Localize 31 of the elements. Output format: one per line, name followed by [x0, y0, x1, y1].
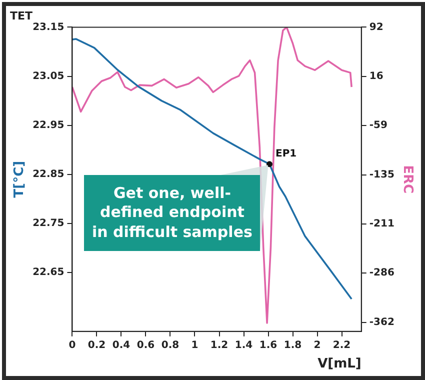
x-tick-label: 1: [191, 340, 198, 351]
x-tick-label: 0.4: [112, 340, 130, 351]
x-tick-label: 1.4: [234, 340, 253, 351]
x-tick-label: 2.2: [332, 340, 351, 351]
y-tick-label: 22.65: [32, 267, 64, 278]
y2-tick-label: -59: [369, 120, 388, 131]
y-tick-label: 23.05: [32, 70, 64, 82]
x-tick-label: 0.8: [161, 340, 180, 351]
y2-tick-label: -135: [369, 169, 394, 180]
y2-tick-label: -362: [369, 316, 394, 328]
annotation: Get one, well-defined endpoint in difficult samples: [84, 175, 260, 252]
annotation: EP1: [275, 148, 297, 160]
y2-tick-label: 92: [369, 22, 384, 33]
y2-tick-label: -211: [369, 218, 394, 230]
x-tick-label: 0: [68, 340, 76, 351]
x-tick-label: 0.2: [88, 340, 106, 351]
x-tick-label: 1.2: [210, 340, 228, 351]
y-tick-label: 22.95: [32, 120, 64, 131]
y2-tick-label: -286: [369, 267, 394, 278]
x-axis-title: V[mL]: [318, 356, 362, 372]
y-tick-label: 23.15: [32, 22, 64, 33]
y-tick-label: 22.85: [32, 168, 64, 180]
y-tick-label: 22.75: [32, 218, 64, 230]
y-axis-title: T[°C]: [12, 160, 28, 198]
x-tick-label: 0.6: [136, 340, 155, 351]
x-tick-label: 2: [314, 340, 321, 351]
x-tick-label: 1.6: [259, 340, 278, 351]
y2-axis-title: ERC: [400, 165, 415, 194]
y2-tick-label: 16: [369, 71, 384, 82]
chart-title: TET: [10, 9, 34, 22]
x-tick-label: 1.8: [284, 340, 302, 351]
